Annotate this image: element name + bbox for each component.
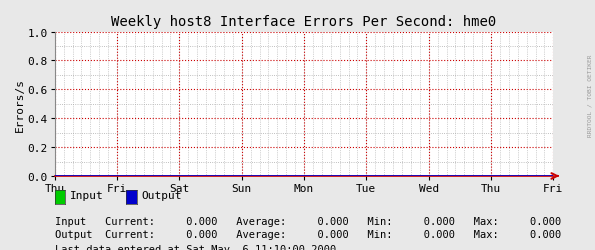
Text: Last data entered at Sat May  6 11:10:00 2000.: Last data entered at Sat May 6 11:10:00 …	[55, 244, 342, 250]
Title: Weekly host8 Interface Errors Per Second: hme0: Weekly host8 Interface Errors Per Second…	[111, 15, 497, 28]
Text: RRDTOOL / TOBI OETIKER: RRDTOOL / TOBI OETIKER	[587, 54, 592, 136]
Text: Output  Current:     0.000   Average:     0.000   Min:     0.000   Max:     0.00: Output Current: 0.000 Average: 0.000 Min…	[55, 229, 561, 239]
Text: Input: Input	[70, 190, 104, 200]
Text: Output: Output	[141, 190, 181, 200]
Y-axis label: Errors/s: Errors/s	[15, 78, 25, 131]
Text: Input   Current:     0.000   Average:     0.000   Min:     0.000   Max:     0.00: Input Current: 0.000 Average: 0.000 Min:…	[55, 216, 561, 226]
